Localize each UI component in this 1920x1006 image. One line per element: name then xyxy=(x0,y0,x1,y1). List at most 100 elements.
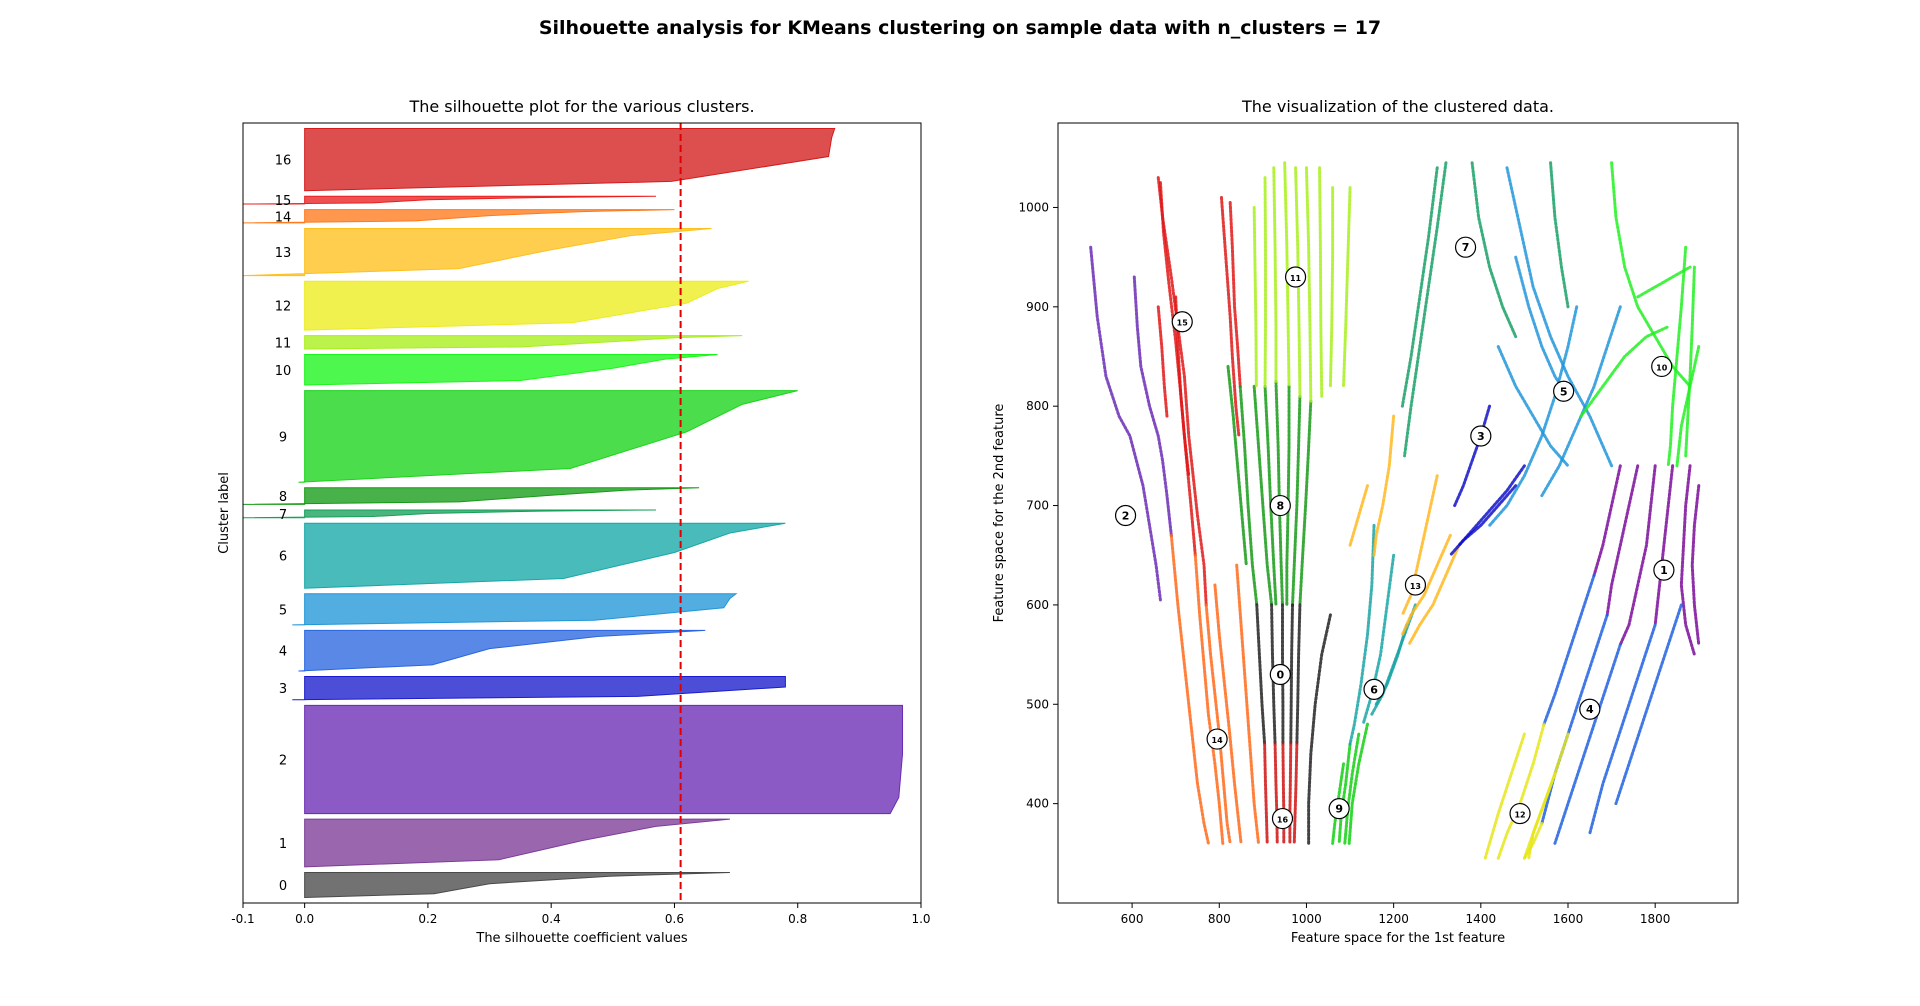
silhouette-x-tick-label: -0.1 xyxy=(231,912,254,926)
cluster-center-marker xyxy=(1269,494,1291,517)
silhouette-bar-16 xyxy=(304,128,836,192)
cluster-center-label: 12 xyxy=(1514,811,1525,820)
cluster-center-marker xyxy=(1171,311,1193,333)
cluster-4-points xyxy=(1553,643,1622,845)
cluster-center-label: 14 xyxy=(1212,736,1224,745)
cluster-center-label: 5 xyxy=(1560,385,1568,398)
cluster-12-points xyxy=(1483,732,1526,860)
cluster-label-2: 2 xyxy=(279,753,287,768)
cluster-10-points xyxy=(1610,161,1692,388)
cluster-center-label: 6 xyxy=(1370,683,1378,696)
cluster-center-1: 1 xyxy=(1653,559,1675,581)
cluster-8-points xyxy=(1274,379,1284,607)
cluster-center-13: 13 xyxy=(1404,574,1427,596)
cluster-label-3: 3 xyxy=(279,682,287,697)
cluster-13-points xyxy=(1348,484,1369,547)
cluster-center-marker xyxy=(1271,807,1294,830)
cluster-2-points xyxy=(1089,245,1162,602)
cluster-0-points xyxy=(1295,603,1302,746)
cluster-label-1: 1 xyxy=(279,837,287,852)
cluster-5-points xyxy=(1505,166,1614,468)
cluster-1-points xyxy=(1592,464,1622,577)
cluster-center-9: 9 xyxy=(1328,798,1350,820)
cluster-center-label: 1 xyxy=(1660,564,1668,577)
cluster-center-label: 8 xyxy=(1276,500,1284,513)
cluster-14-points xyxy=(1169,533,1210,845)
scatter-y-tick-label: 900 xyxy=(1026,300,1049,314)
scatter-x-tick-label: 1400 xyxy=(1466,912,1497,926)
scatter-x-tick-label: 1600 xyxy=(1553,912,1584,926)
cluster-7-points xyxy=(1403,161,1448,458)
scatter-y-tick-label: 400 xyxy=(1026,797,1049,811)
silhouette-bar-6 xyxy=(304,522,786,589)
silhouette-bar-2 xyxy=(304,704,904,815)
cluster-label-14: 14 xyxy=(275,210,292,225)
cluster-center-marker xyxy=(1470,425,1492,447)
cluster-16-points xyxy=(1273,742,1279,845)
cluster-label-0: 0 xyxy=(279,879,287,894)
cluster-11-points xyxy=(1272,166,1278,383)
cluster-8-points xyxy=(1238,384,1259,607)
cluster-center-11: 11 xyxy=(1284,266,1307,288)
cluster-8-points xyxy=(1226,364,1248,567)
silhouette-bar-11 xyxy=(304,335,743,350)
cluster-7-points xyxy=(1470,161,1518,339)
cluster-4-points xyxy=(1588,623,1657,835)
cluster-1-points xyxy=(1679,464,1696,657)
silhouette-bar-12 xyxy=(304,280,749,331)
cluster-10-points xyxy=(1579,325,1670,418)
cluster-center-12: 12 xyxy=(1509,802,1531,825)
scatter-x-tick-label: 1000 xyxy=(1291,912,1322,926)
cluster-10-points xyxy=(1666,245,1688,468)
cluster-center-marker xyxy=(1454,236,1477,258)
silhouette-plot-panel: The silhouette plot for the various clus… xyxy=(217,97,931,946)
cluster-center-marker xyxy=(1284,266,1307,288)
silhouette-bar-7 xyxy=(242,509,656,519)
cluster-10-points xyxy=(1675,345,1701,468)
silhouette-x-label: The silhouette coefficient values xyxy=(475,931,687,946)
cluster-label-8: 8 xyxy=(279,490,287,505)
cluster-3-points xyxy=(1457,464,1526,547)
cluster-16-points xyxy=(1263,742,1269,845)
silhouette-bar-13 xyxy=(242,227,712,277)
cluster-center-marker xyxy=(1653,559,1675,581)
cluster-center-2: 2 xyxy=(1114,504,1137,527)
cluster-0-points xyxy=(1289,603,1295,746)
cluster-14-points xyxy=(1213,583,1243,845)
silhouette-x-tick-label: 1.0 xyxy=(911,912,930,926)
cluster-label-16: 16 xyxy=(275,154,292,169)
cluster-4-points xyxy=(1614,603,1683,806)
cluster-11-points xyxy=(1328,186,1335,388)
cluster-center-marker xyxy=(1206,728,1228,750)
cluster-center-marker xyxy=(1269,663,1291,686)
cluster-13-points xyxy=(1400,474,1439,617)
cluster-center-marker xyxy=(1553,380,1575,402)
silhouette-plot-frame xyxy=(242,122,922,904)
cluster-center-5: 5 xyxy=(1553,380,1575,402)
cluster-center-label: 13 xyxy=(1410,582,1421,591)
cluster-10-points xyxy=(1636,265,1692,299)
scatter-y-tick-label: 500 xyxy=(1026,697,1049,711)
cluster-13-points xyxy=(1400,533,1452,637)
cluster-label-4: 4 xyxy=(279,645,287,660)
cluster-label-7: 7 xyxy=(279,508,287,523)
scatter-y-tick-label: 700 xyxy=(1026,499,1049,513)
cluster-center-14: 14 xyxy=(1206,728,1228,750)
cluster-5-points xyxy=(1488,305,1579,527)
cluster-4-points xyxy=(1542,573,1596,726)
silhouette-bar-10 xyxy=(304,354,718,386)
cluster-13-points xyxy=(1407,543,1461,647)
silhouette-x-tick-label: 0.6 xyxy=(665,912,684,926)
scatter-y-tick-label: 1000 xyxy=(1018,200,1049,214)
cluster-center-label: 7 xyxy=(1462,241,1470,254)
cluster-center-0: 0 xyxy=(1269,663,1291,686)
cluster-9-points xyxy=(1347,722,1369,845)
cluster-16-points xyxy=(1292,742,1299,845)
silhouette-bar-15 xyxy=(242,195,656,205)
cluster-2-points xyxy=(1132,275,1173,537)
cluster-12-points xyxy=(1522,822,1544,860)
silhouette-bar-1 xyxy=(304,818,730,868)
cluster-center-marker xyxy=(1328,798,1350,820)
